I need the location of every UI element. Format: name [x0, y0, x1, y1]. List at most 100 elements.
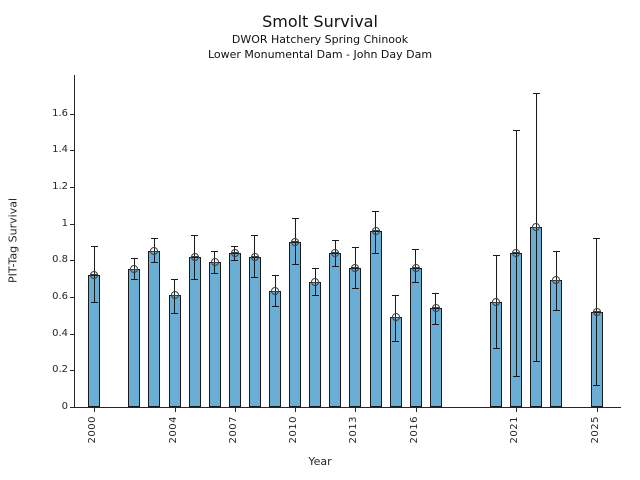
error-cap-top: [372, 210, 380, 212]
error-cap-bottom: [311, 295, 319, 297]
y-tick: [70, 186, 74, 188]
y-tick: [70, 296, 74, 298]
x-tick: [516, 408, 518, 412]
error-cap-top: [291, 218, 299, 220]
y-tick-label: 0.8: [52, 254, 68, 266]
y-tick: [70, 370, 74, 372]
point-marker-cross: [250, 256, 259, 258]
x-tick: [94, 408, 96, 412]
error-cap-top: [231, 245, 239, 247]
error-cap-top: [351, 247, 359, 249]
x-tick: [596, 408, 598, 412]
x-tick: [415, 408, 417, 412]
error-cap-bottom: [150, 262, 158, 264]
y-axis-label: PIT-Tag Survival: [6, 198, 20, 284]
bar-2010: [289, 241, 302, 407]
point-marker-cross: [130, 268, 139, 270]
y-tick-label: 0.2: [52, 364, 68, 376]
error-cap-bottom: [171, 313, 178, 315]
error-cap-bottom: [331, 265, 339, 267]
error-cap-bottom: [291, 263, 299, 265]
y-tick-label: 1.6: [52, 107, 68, 119]
chart-title: Smolt Survival: [262, 12, 378, 31]
error-cap-bottom: [351, 287, 359, 289]
point-marker-cross: [150, 250, 159, 252]
x-tick-label: 2004: [167, 416, 179, 444]
point-marker-cross: [230, 252, 239, 254]
error-cap-bottom: [392, 340, 400, 342]
bar-2006: [208, 262, 221, 407]
x-tick: [174, 408, 176, 412]
bar-2007: [228, 252, 241, 407]
point-marker-cross: [190, 256, 199, 258]
point-marker-cross: [90, 274, 99, 276]
error-cap-bottom: [271, 306, 279, 308]
chart-subtitle-reach: Lower Monumental Dam - John Day Dam: [207, 48, 433, 61]
error-cap-top: [412, 249, 420, 251]
y-tick: [70, 407, 74, 408]
point-marker-cross: [512, 252, 521, 254]
error-cap-top: [150, 238, 158, 240]
error-cap-top: [532, 93, 540, 95]
bar-2008: [248, 256, 261, 407]
y-tick-label: 0.4: [52, 327, 68, 339]
error-cap-top: [271, 274, 279, 276]
error-cap-top: [512, 130, 520, 132]
x-tick: [355, 408, 357, 412]
x-tick-label: 2010: [288, 416, 300, 444]
bar-2012: [329, 252, 342, 407]
point-marker-cross: [210, 261, 219, 263]
error-cap-bottom: [191, 278, 199, 280]
error-cap-top: [311, 267, 319, 269]
error-cap-top: [392, 295, 400, 297]
bar-2002: [128, 269, 141, 407]
point-marker-cross: [291, 241, 300, 243]
point-marker-cross: [311, 281, 320, 283]
error-cap-bottom: [231, 260, 239, 262]
error-cap-top: [130, 258, 138, 260]
x-tick-label: 2025: [589, 416, 601, 444]
error-cap-top: [331, 240, 339, 242]
error-cap-bottom: [211, 273, 219, 275]
error-cap-bottom: [532, 361, 540, 363]
point-marker-cross: [552, 279, 561, 281]
x-tick-label: 2007: [227, 416, 239, 444]
bar-2009: [269, 291, 282, 407]
y-tick: [70, 113, 74, 115]
x-tick-label: 2000: [87, 416, 99, 444]
error-cap-top: [552, 251, 560, 253]
y-tick: [70, 150, 74, 152]
y-tick-label: 1: [61, 217, 68, 229]
y-tick: [70, 333, 74, 335]
point-marker-cross: [391, 316, 400, 318]
error-cap-bottom: [130, 278, 138, 280]
error-cap-bottom: [412, 282, 420, 284]
x-axis-label: Year: [308, 455, 332, 468]
y-tick-label: 1.4: [52, 144, 68, 156]
point-marker-cross: [351, 267, 360, 269]
error-cap-top: [432, 293, 440, 295]
point-marker-cross: [170, 294, 179, 296]
error-cap-top: [251, 234, 259, 236]
error-cap-top: [211, 251, 219, 253]
x-tick-label: 2016: [408, 416, 420, 444]
error-cap-bottom: [432, 324, 440, 326]
error-cap-top: [191, 234, 199, 236]
error-cap-top: [492, 254, 500, 256]
point-marker-cross: [532, 226, 541, 228]
point-marker-cross: [371, 230, 380, 232]
x-tick: [295, 408, 297, 412]
x-tick: [234, 408, 236, 412]
x-tick-label: 2013: [348, 416, 360, 444]
y-tick-label: 1.2: [52, 180, 68, 192]
x-axis-spine: [74, 407, 621, 408]
y-tick: [70, 223, 74, 225]
y-tick-label: 0.6: [52, 290, 68, 302]
x-tick-label: 2021: [509, 416, 521, 444]
bar-2016: [409, 267, 422, 407]
error-cap-bottom: [90, 302, 98, 304]
bar-2003: [148, 251, 161, 407]
error-cap-bottom: [372, 252, 380, 254]
error-cap-bottom: [512, 375, 520, 377]
